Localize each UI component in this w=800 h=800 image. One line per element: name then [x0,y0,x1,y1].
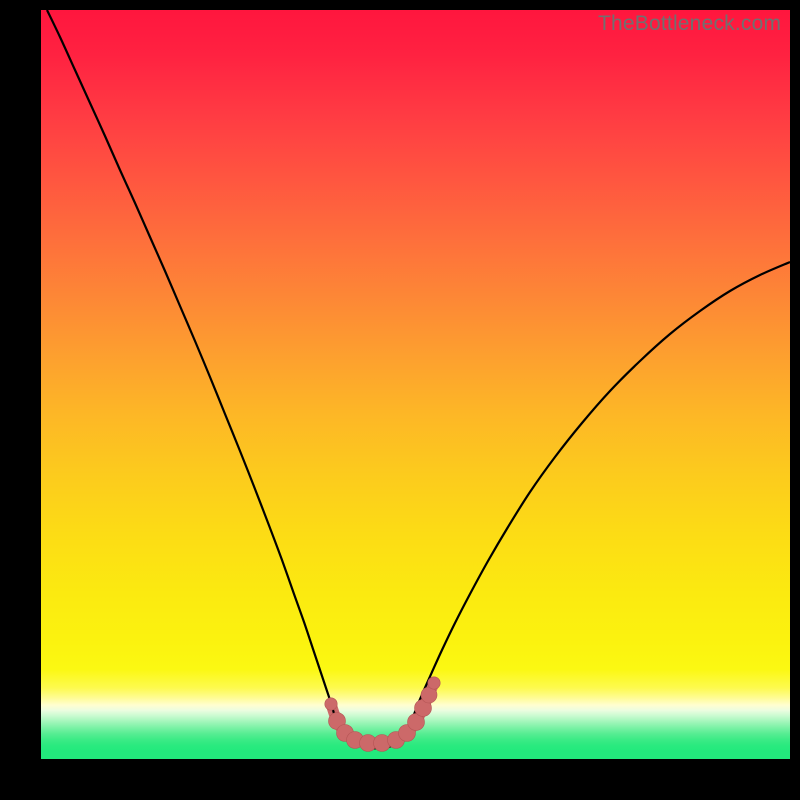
valley-marker-dot [325,698,337,710]
valley-marker-dot [428,677,440,689]
gradient-background [41,10,790,759]
watermark-text: TheBottleneck.com [598,12,781,36]
chart-plot [41,10,790,759]
